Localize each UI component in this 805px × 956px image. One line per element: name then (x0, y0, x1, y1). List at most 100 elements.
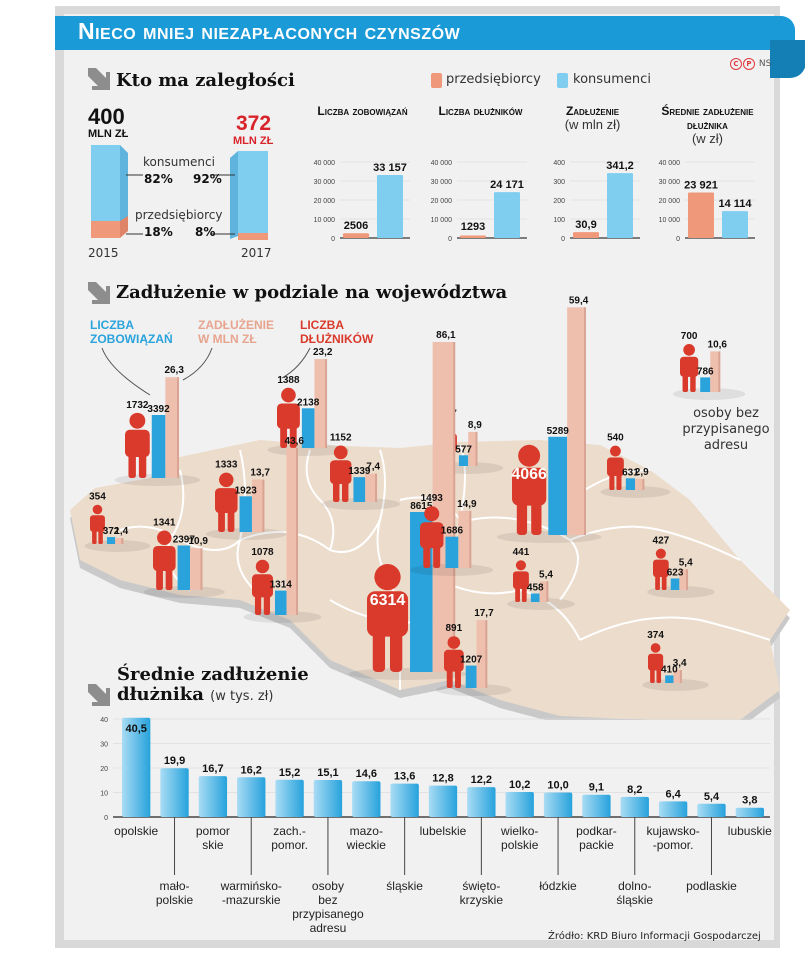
person-icon-leg (690, 370, 696, 392)
pct-konsumenci-2017: 92% (193, 172, 222, 186)
debt-bar (314, 359, 328, 448)
person-icon-head (655, 548, 666, 559)
person-icon-head (281, 387, 296, 403)
debt-label: 43,6 (285, 436, 305, 447)
bar-lubelskie (428, 785, 458, 817)
category-label: święto- (462, 879, 500, 893)
pct-przedsiebiorcy-2017: 8% (195, 225, 216, 239)
bar-osoby bez przypisanego adresu (313, 780, 343, 817)
y-tick-label: 0 (104, 815, 108, 822)
y-tick-label: 20 000 (431, 198, 453, 205)
credit-author: NS (758, 59, 772, 69)
value-label: 14 114 (718, 198, 752, 210)
obligations-label: 372 (103, 526, 120, 537)
map-marks: 1732339226,31388213823,25475778,95406312… (84, 295, 746, 696)
heading-text: dłużnika (117, 684, 204, 705)
legend-label-przedsiebiorcy: przedsiębiorcy (446, 72, 541, 87)
mini-title-text: Liczba zobowiązań (317, 104, 408, 118)
y-tick-label: 20 (100, 766, 108, 773)
value-label: 8,2 (627, 784, 642, 796)
bar-kujawsko-pomor. (658, 801, 688, 817)
person-icon-leg (389, 623, 403, 672)
person-icon-leg (254, 590, 262, 615)
person-icon-head (610, 445, 621, 457)
obligations-bar (458, 455, 469, 466)
mini-title-zobowiazan: Liczba zobowiązań (315, 104, 410, 118)
arrow-down-right-icon (88, 68, 110, 90)
region-mark-opolskie: 1078 1314 43,6 (243, 436, 322, 623)
debtors-label: 700 (681, 331, 698, 342)
composition-chart (91, 145, 268, 240)
legend-swatch-przedsiebiorcy (431, 73, 442, 88)
map-legend-debt: ZADŁUŻENIE W MLN ZŁ (198, 318, 274, 346)
y-tick-label: 300 (553, 179, 565, 186)
obligations-bar (177, 545, 191, 590)
person-icon-leg (342, 476, 349, 502)
person-icon-head (515, 560, 527, 571)
bar-2017-side (230, 151, 238, 239)
person-icon-leg (92, 526, 97, 544)
shadow (410, 564, 494, 576)
person-icon-leg (280, 420, 288, 448)
category-label: polskie (501, 838, 539, 852)
bar-wielkopolskie (505, 792, 534, 817)
debt-label: 14,9 (457, 499, 477, 510)
category-label: kujawsko- (646, 824, 699, 838)
value-label: 24 171 (490, 179, 524, 191)
debt-label: 1,4 (114, 526, 128, 537)
bar-2015-przedsiebiorcy (91, 221, 120, 238)
person-icon-leg (289, 420, 297, 448)
person-icon-leg (616, 470, 622, 490)
person-icon-head (129, 412, 146, 429)
obligations-bar (239, 496, 252, 532)
debt-bar-side (453, 342, 456, 672)
person-icon-head (650, 643, 661, 653)
category-label: skie (202, 838, 224, 852)
debt-bar (476, 620, 488, 688)
value-label: 30,9 (575, 219, 596, 231)
p-icon: P (743, 58, 755, 70)
value-label: 12,2 (471, 774, 492, 786)
obligations-bar (151, 415, 166, 478)
person-icon-head (333, 445, 348, 460)
bar-przedsiębiorcy (688, 192, 714, 238)
shadow (436, 684, 512, 696)
debt-bar-side (469, 510, 472, 568)
bar-podkarpackie (582, 794, 611, 817)
debt-bar-side (325, 359, 328, 448)
region-mark-osoby-bez-przypisanego-adresu: 700 786 10,6 (672, 331, 746, 400)
person-icon-leg (521, 583, 527, 602)
stack-2015 (91, 145, 128, 238)
debt-bar (190, 548, 203, 590)
bar-przedsiębiorcy (573, 232, 599, 238)
value-label: 15,1 (317, 767, 338, 779)
person-icon-head (447, 636, 461, 649)
person-icon-leg (263, 590, 271, 615)
total-2017-value: 372 (236, 112, 272, 135)
obligations-bar (670, 578, 680, 590)
obligations-label: 786 (697, 366, 714, 377)
debt-bar-side (642, 478, 645, 490)
debt-bar-side (546, 581, 549, 602)
person-icon-leg (98, 526, 103, 544)
category-label: polskie (156, 893, 194, 907)
category-label: -mazurskie (222, 893, 281, 907)
person-icon-leg (372, 623, 386, 672)
category-label: -pomor. (653, 838, 694, 852)
category-label: pomor. (271, 838, 308, 852)
bar-konsumenci (494, 192, 520, 238)
obligations-label: 2138 (297, 397, 320, 408)
debt-bar (635, 478, 645, 490)
debt-bar-side (718, 351, 721, 392)
debt-bar-side (296, 447, 299, 615)
pct-konsumenci-2015: 82% (144, 172, 173, 186)
debtors-label: 354 (89, 492, 106, 503)
value-label: 19,9 (164, 755, 185, 767)
y-tick-label: 200 (553, 198, 565, 205)
debt-bar (679, 569, 689, 590)
debt-label: 10,6 (708, 339, 728, 350)
category-label: opolskie (114, 824, 158, 838)
